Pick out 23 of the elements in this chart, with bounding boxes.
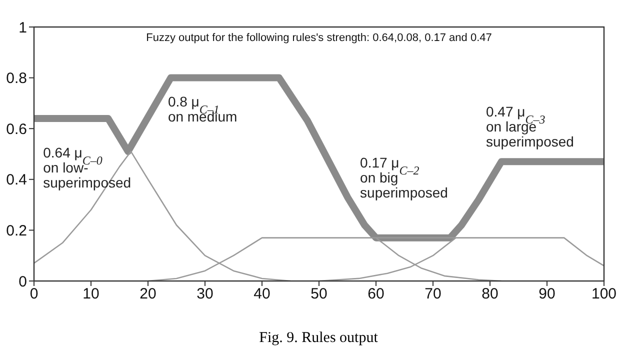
x-tick-label: 100 — [591, 286, 617, 303]
text: Fuzzy output for the following rules's strength: 0.64,0.08, 0.17 and 0.47 — [146, 32, 492, 44]
annotation: 0.64 μ$_{C–0}$ on low- superimposed — [43, 144, 132, 190]
y-tick-label: 1 — [18, 19, 27, 36]
x-tick-label: 90 — [538, 286, 556, 303]
x-tick-label: 10 — [82, 286, 100, 303]
x-tick-label: 40 — [254, 286, 270, 303]
y-tick-label: 0.2 — [6, 222, 27, 240]
x-tick-label: 0 — [30, 286, 38, 303]
y-tick-label: 0.8 — [6, 70, 27, 88]
x-tick-label: 60 — [368, 286, 384, 303]
x-tick-label: 50 — [310, 286, 328, 303]
x-tick-label: 70 — [424, 286, 442, 303]
x-tick-label: 30 — [196, 286, 214, 303]
x-tick-label: 20 — [140, 286, 156, 303]
y-tick-label: 0.6 — [6, 120, 27, 138]
x-tick-label: 80 — [482, 286, 498, 303]
annotation: 0.8 μ$_{C–1}$ on medium — [168, 94, 238, 125]
y-tick-label: 0.4 — [6, 172, 27, 189]
annotation: 0.47 μ$_{C–3}$ on large superimposed — [486, 104, 574, 150]
y-tick-label: 0 — [18, 273, 27, 290]
caption: Fig. 9. Rules output — [258, 330, 379, 347]
annotation: 0.17 μ$_{C–2}$ on big superimposed — [360, 154, 448, 201]
